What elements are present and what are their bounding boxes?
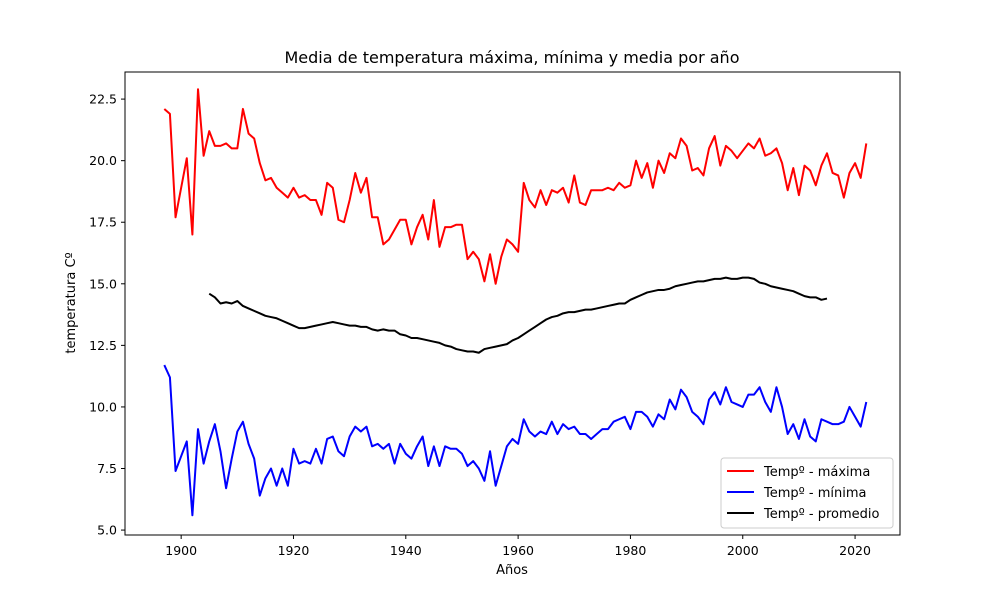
legend-label-2: Tempº - promedio [763,507,880,522]
plot-frame [124,71,901,536]
y-axis-label: temperatura Cº [64,252,79,353]
series-line-2 [208,276,828,354]
y-tick-label: 20.0 [89,153,117,168]
x-tick-label: 1960 [502,543,534,558]
x-axis-label: Años [496,563,528,578]
y-axis: 5.0 7.5 10.0 12.5 15.0 17.5 20.0 22.5 [89,92,125,538]
x-tick-label: 2000 [727,543,759,558]
y-tick-label: 10.0 [89,399,117,414]
y-tick-label: 22.5 [89,92,117,107]
x-tick-label: 1920 [278,543,310,558]
legend-label-1: Tempº - mínima [763,486,866,501]
x-axis: 1900 1920 1940 1960 1980 2000 2020 [165,535,871,558]
x-tick-label: 2020 [839,543,871,558]
x-tick-label: 1940 [390,543,422,558]
legend: Tempº - máxima Tempº - mínima Tempº - prom… [720,457,894,529]
series-line-0 [163,88,868,285]
y-tick-label: 15.0 [89,276,117,291]
x-tick-label: 1900 [165,543,197,558]
legend-box [720,457,894,529]
chart-title: Media de temperatura máxima, mínima y me… [285,48,740,67]
x-tick-label: 1980 [615,543,647,558]
legend-label-0: Tempº - máxima [763,465,870,480]
y-tick-label: 7.5 [97,461,117,476]
y-tick-label: 12.5 [89,338,117,353]
plot-lines [163,88,868,517]
y-tick-label: 5.0 [97,523,117,538]
y-tick-label: 17.5 [89,215,117,230]
series-line-1 [163,364,868,517]
